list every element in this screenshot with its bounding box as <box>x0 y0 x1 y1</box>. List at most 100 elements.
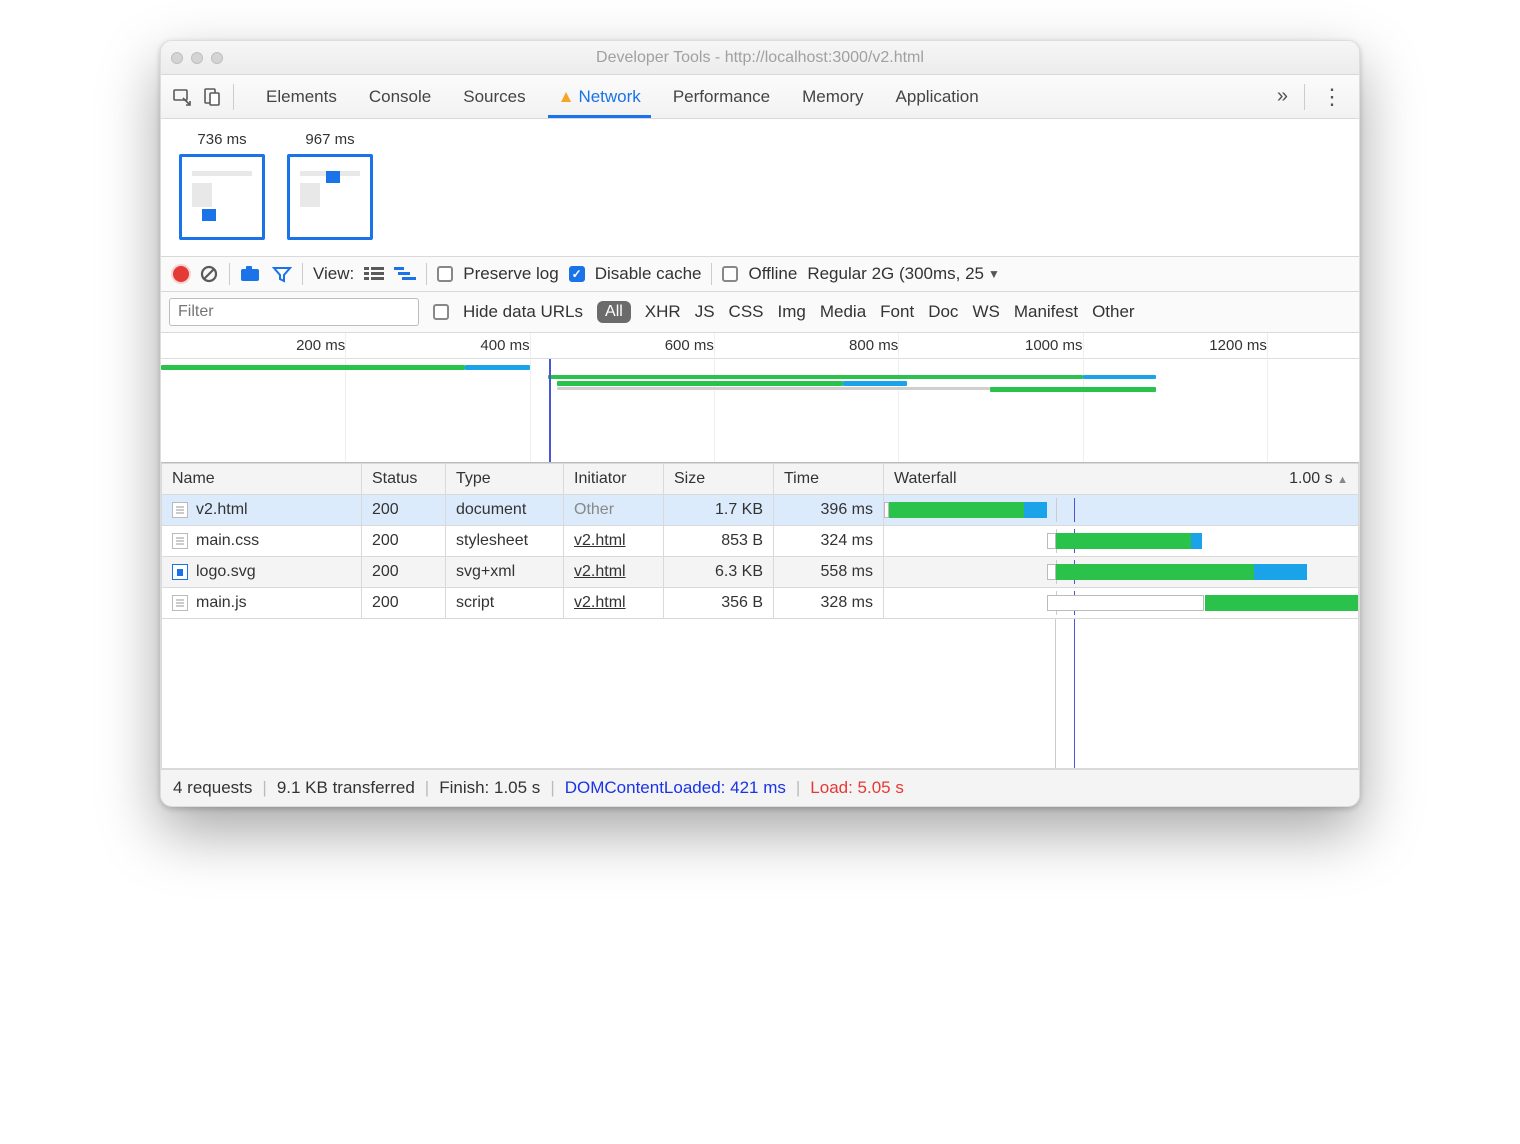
cell-initiator: v2.html <box>564 588 664 619</box>
wf-waiting <box>1205 595 1358 611</box>
file-icon <box>172 595 188 611</box>
disable-cache-label: Disable cache <box>595 264 702 284</box>
col-initiator[interactable]: Initiator <box>564 464 664 495</box>
frame-thumbnail <box>179 154 265 240</box>
cell-size: 6.3 KB <box>664 557 774 588</box>
table-row[interactable]: logo.svg200svg+xmlv2.html6.3 KB558 ms <box>162 557 1359 588</box>
cell-initiator: v2.html <box>564 526 664 557</box>
file-icon <box>172 533 188 549</box>
filter-bar: Hide data URLs All XHR JS CSS Img Media Font Do… <box>161 292 1359 333</box>
hide-data-urls-checkbox[interactable] <box>433 304 449 320</box>
tick-label: 400 ms <box>480 337 529 354</box>
initiator-link[interactable]: v2.html <box>574 594 626 611</box>
dom-marker-line <box>1074 619 1075 768</box>
filter-type-js[interactable]: JS <box>695 302 715 322</box>
wf-download <box>1254 564 1307 580</box>
cell-waterfall <box>884 557 1359 588</box>
filter-type-css[interactable]: CSS <box>729 302 764 322</box>
capture-screenshots-icon[interactable] <box>240 265 262 283</box>
table-row[interactable]: main.js200scriptv2.html356 B328 ms <box>162 588 1359 619</box>
filter-type-all[interactable]: All <box>597 301 631 323</box>
overview-timeline[interactable]: 200 ms400 ms600 ms800 ms1000 ms1200 ms <box>161 333 1359 463</box>
initiator-text: Other <box>574 501 614 518</box>
tab-performance[interactable]: Performance <box>657 77 786 117</box>
filter-type-img[interactable]: Img <box>778 302 806 322</box>
frame-thumbnail <box>287 154 373 240</box>
file-icon <box>172 564 188 580</box>
overview-bar <box>161 365 465 370</box>
col-type[interactable]: Type <box>446 464 564 495</box>
filter-type-font[interactable]: Font <box>880 302 914 322</box>
cell-waterfall <box>884 526 1359 557</box>
status-domcontentloaded: DOMContentLoaded: 421 ms <box>565 778 786 798</box>
large-rows-icon[interactable] <box>364 266 384 282</box>
offline-checkbox[interactable] <box>722 266 738 282</box>
status-requests: 4 requests <box>173 778 252 798</box>
status-bar: 4 requests| 9.1 KB transferred| Finish: … <box>161 769 1359 806</box>
cell-status: 200 <box>362 526 446 557</box>
filter-type-manifest[interactable]: Manifest <box>1014 302 1078 322</box>
overview-bar <box>557 381 843 386</box>
titlebar: Developer Tools - http://localhost:3000/… <box>161 41 1359 75</box>
chevron-down-icon: ▼ <box>988 267 1000 281</box>
col-time[interactable]: Time <box>774 464 884 495</box>
cell-time: 328 ms <box>774 588 884 619</box>
col-size[interactable]: Size <box>664 464 774 495</box>
filter-type-doc[interactable]: Doc <box>928 302 958 322</box>
tab-network[interactable]: ▲Network <box>542 77 657 117</box>
preserve-log-checkbox[interactable] <box>437 266 453 282</box>
filter-icon[interactable] <box>272 264 292 284</box>
initiator-link[interactable]: v2.html <box>574 532 626 549</box>
filter-type-other[interactable]: Other <box>1092 302 1135 322</box>
overview-bar <box>465 365 530 370</box>
tab-application[interactable]: Application <box>880 77 995 117</box>
table-row[interactable]: main.css200stylesheetv2.html853 B324 ms <box>162 526 1359 557</box>
throttling-select[interactable]: Regular 2G (300ms, 25 ▼ <box>807 264 1000 284</box>
overview-bar <box>1083 375 1157 379</box>
settings-menu-icon[interactable]: ⋮ <box>1311 84 1353 110</box>
overview-bar <box>557 387 990 390</box>
waterfall-label: Waterfall <box>894 470 957 488</box>
filter-type-ws[interactable]: WS <box>972 302 999 322</box>
cell-status: 200 <box>362 557 446 588</box>
status-transferred: 9.1 KB transferred <box>277 778 415 798</box>
cell-time: 396 ms <box>774 495 884 526</box>
col-waterfall[interactable]: Waterfall 1.00 s ▲ <box>884 464 1359 495</box>
throttling-value: Regular 2G (300ms, 25 <box>807 264 984 284</box>
filter-type-xhr[interactable]: XHR <box>645 302 681 322</box>
cell-time: 558 ms <box>774 557 884 588</box>
cell-size: 356 B <box>664 588 774 619</box>
table-header-row: Name Status Type Initiator Size Time Wat… <box>162 464 1359 495</box>
cell-initiator: v2.html <box>564 557 664 588</box>
tabs-overflow-button[interactable]: » <box>1267 85 1298 108</box>
hide-data-urls-label: Hide data URLs <box>463 302 583 322</box>
tab-sources[interactable]: Sources <box>447 77 541 117</box>
clear-icon[interactable] <box>199 264 219 284</box>
filter-input[interactable] <box>169 298 419 326</box>
waterfall-view-icon[interactable] <box>394 266 416 282</box>
cell-initiator: Other <box>564 495 664 526</box>
filmstrip-frame[interactable]: 967 ms <box>287 131 373 240</box>
table-row[interactable]: v2.html200documentOther1.7 KB396 ms <box>162 495 1359 526</box>
tab-console[interactable]: Console <box>353 77 447 117</box>
wf-waiting <box>1056 564 1255 580</box>
wf-waiting <box>889 502 1024 518</box>
close-icon[interactable] <box>171 52 183 64</box>
tab-elements[interactable]: Elements <box>250 77 353 117</box>
filmstrip-frame[interactable]: 736 ms <box>179 131 265 240</box>
initiator-link[interactable]: v2.html <box>574 563 626 580</box>
view-label: View: <box>313 264 354 284</box>
preserve-log-label: Preserve log <box>463 264 558 284</box>
inspect-icon[interactable] <box>167 82 197 112</box>
filter-type-media[interactable]: Media <box>820 302 866 322</box>
disable-cache-checkbox[interactable]: ✓ <box>569 266 585 282</box>
tick-label: 1000 ms <box>1025 337 1083 354</box>
minimize-icon[interactable] <box>191 52 203 64</box>
record-button[interactable] <box>173 266 189 282</box>
wf-download <box>1191 533 1202 549</box>
device-toggle-icon[interactable] <box>197 82 227 112</box>
col-status[interactable]: Status <box>362 464 446 495</box>
zoom-icon[interactable] <box>211 52 223 64</box>
tab-memory[interactable]: Memory <box>786 77 879 117</box>
col-name[interactable]: Name <box>162 464 362 495</box>
